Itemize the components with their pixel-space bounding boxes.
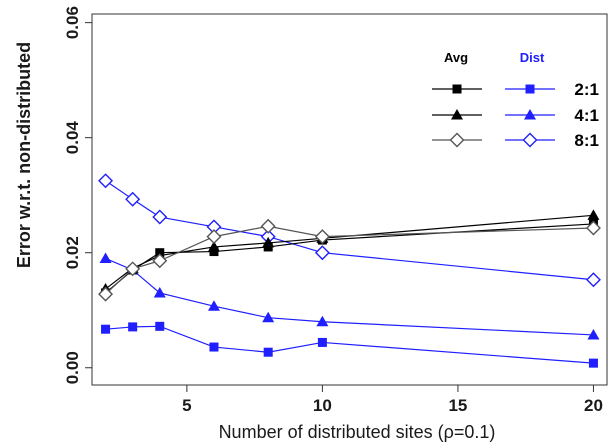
- legend-marker-dist: [525, 84, 535, 94]
- x-tick-label: 5: [182, 396, 191, 415]
- y-tick-label: 0.00: [63, 351, 82, 384]
- legend: Avg Dist 2:1 4:1 8:1: [432, 50, 599, 150]
- y-tick-label: 0.02: [63, 236, 82, 269]
- data-point: [155, 321, 165, 331]
- legend-marker-dist: [524, 109, 536, 120]
- legend-marker-avg: [452, 84, 462, 94]
- plot-frame: [91, 13, 608, 386]
- data-point: [153, 286, 166, 298]
- legend-marker-avg: [449, 132, 465, 148]
- data-point: [101, 324, 111, 334]
- data-point: [260, 218, 276, 234]
- data-point: [207, 240, 220, 252]
- data-point: [316, 315, 329, 327]
- series-line: [105, 257, 594, 336]
- series-avg-4-1: [99, 209, 600, 294]
- y-tick-label: 0.06: [63, 6, 82, 39]
- data-point: [152, 209, 168, 225]
- legend-header: Dist: [520, 50, 545, 65]
- data-point: [314, 229, 330, 245]
- x-tick-label: 15: [448, 396, 467, 415]
- series-avg-8-1: [98, 218, 601, 302]
- data-point: [262, 311, 275, 323]
- data-point: [585, 272, 601, 288]
- legend-label: 8:1: [574, 131, 599, 150]
- data-point: [585, 220, 601, 236]
- data-point: [98, 173, 114, 189]
- series-dist-2-1: [101, 321, 598, 368]
- data-point: [587, 209, 600, 220]
- x-axis-title: Number of distributed sites (ρ=0.1): [219, 422, 496, 442]
- series-dist-4-1: [99, 252, 600, 340]
- data-point: [587, 328, 600, 340]
- data-point: [209, 342, 219, 352]
- data-point: [98, 286, 114, 302]
- series-avg-2-1: [101, 219, 598, 298]
- data-point: [125, 191, 141, 207]
- data-point: [99, 252, 112, 263]
- series-line: [105, 223, 594, 294]
- legend-marker-dist: [522, 132, 538, 148]
- data-point: [152, 253, 168, 269]
- data-point: [588, 358, 598, 368]
- legend-label: 2:1: [574, 80, 599, 99]
- legend-label: 4:1: [574, 106, 599, 125]
- data-point: [263, 347, 273, 357]
- y-axis-title: Error w.r.t. non-distributed: [14, 42, 34, 268]
- series-dist-8-1: [98, 173, 601, 288]
- data-point: [314, 245, 330, 261]
- x-tick-label: 20: [584, 396, 603, 415]
- data-point: [209, 247, 219, 257]
- data-point: [317, 337, 327, 347]
- data-point: [206, 229, 222, 245]
- legend-header: Avg: [444, 50, 468, 65]
- data-point: [207, 300, 220, 311]
- y-tick-label: 0.04: [63, 121, 82, 155]
- data-point: [125, 261, 141, 277]
- legend-marker-avg: [451, 109, 463, 120]
- data-point: [262, 236, 275, 248]
- x-tick-label: 10: [313, 396, 332, 415]
- data-point: [128, 322, 138, 332]
